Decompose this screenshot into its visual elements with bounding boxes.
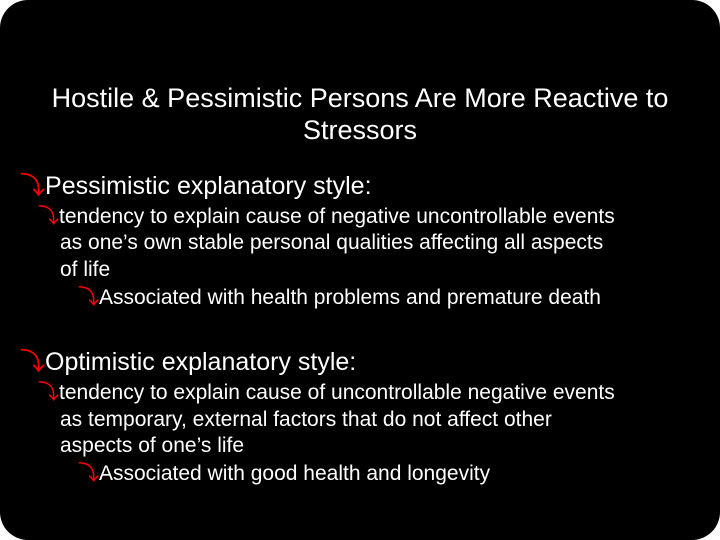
section-spacer	[20, 311, 700, 341]
slide-body: ⤵Pessimistic explanatory style: ⤵tendenc…	[0, 147, 720, 488]
bullet-level3: ⤵Associated with health problems and pre…	[20, 285, 700, 311]
bullet-mark-icon: ⤵	[38, 204, 59, 230]
bullet-mark-icon: ⤵	[78, 461, 99, 487]
bullet-level2-cont: as one’s own stable personal qualities a…	[20, 230, 700, 256]
slide-title: Hostile & Pessimistic Persons Are More R…	[0, 0, 720, 147]
bullet-text: tendency to explain cause of uncontrolla…	[59, 381, 615, 404]
slide: Hostile & Pessimistic Persons Are More R…	[0, 0, 720, 540]
bullet-text: Pessimistic explanatory style:	[45, 172, 372, 200]
bullet-level3: ⤵Associated with good health and longevi…	[20, 461, 700, 487]
bullet-level2-cont: as temporary, external factors that do n…	[20, 407, 700, 433]
bullet-level2: ⤵tendency to explain cause of uncontroll…	[20, 380, 700, 406]
bullet-mark-icon: ⤵	[38, 380, 59, 406]
bullet-level1: ⤵Pessimistic explanatory style:	[20, 171, 700, 202]
bullet-level2-cont: aspects of one’s life	[20, 433, 700, 459]
bullet-text: Optimistic explanatory style:	[45, 348, 356, 376]
bullet-level2-cont: of life	[20, 257, 700, 283]
bullet-mark-icon: ⤵	[20, 347, 45, 378]
bullet-text: Associated with health problems and prem…	[99, 286, 601, 309]
bullet-level1: ⤵Optimistic explanatory style:	[20, 347, 700, 378]
bullet-text: Associated with good health and longevit…	[99, 462, 490, 485]
bullet-mark-icon: ⤵	[78, 285, 99, 311]
bullet-mark-icon: ⤵	[20, 171, 45, 202]
bullet-text: tendency to explain cause of negative un…	[59, 205, 615, 228]
bullet-level2: ⤵tendency to explain cause of negative u…	[20, 204, 700, 230]
